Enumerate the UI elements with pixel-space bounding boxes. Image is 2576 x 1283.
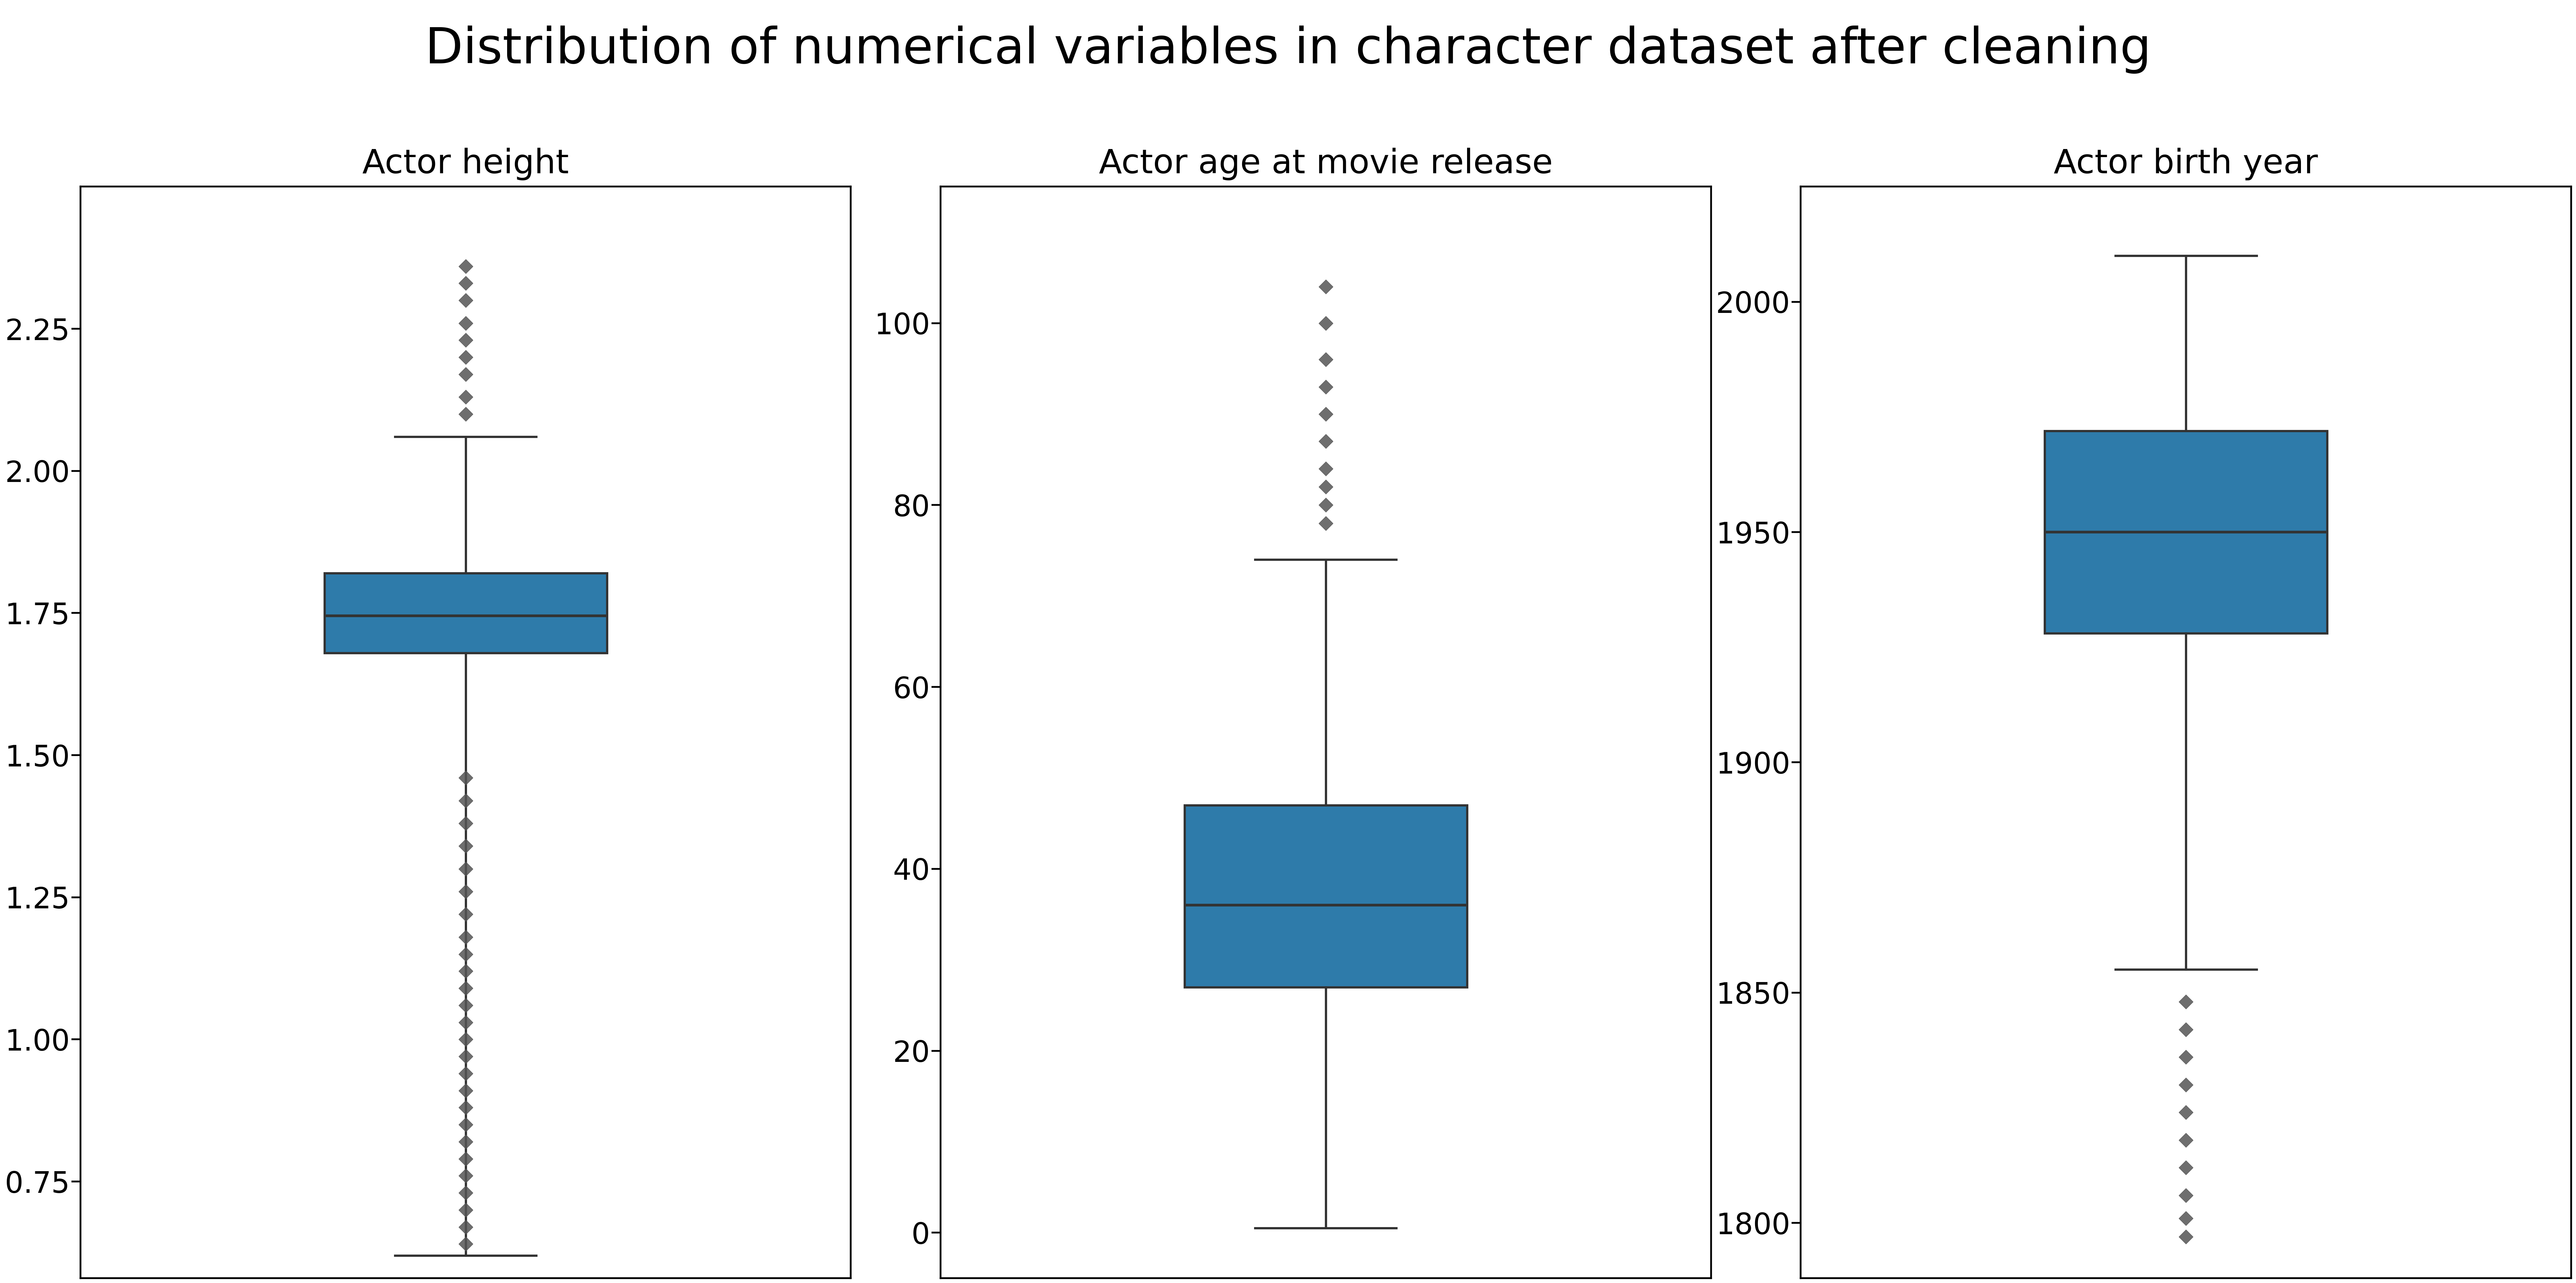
PathPatch shape — [1185, 806, 1466, 987]
Title: Actor birth year: Actor birth year — [2053, 148, 2318, 181]
PathPatch shape — [2045, 431, 2326, 634]
Text: Distribution of numerical variables in character dataset after cleaning: Distribution of numerical variables in c… — [425, 26, 2151, 74]
PathPatch shape — [325, 574, 608, 653]
Title: Actor height: Actor height — [363, 148, 569, 181]
Title: Actor age at movie release: Actor age at movie release — [1100, 148, 1553, 181]
